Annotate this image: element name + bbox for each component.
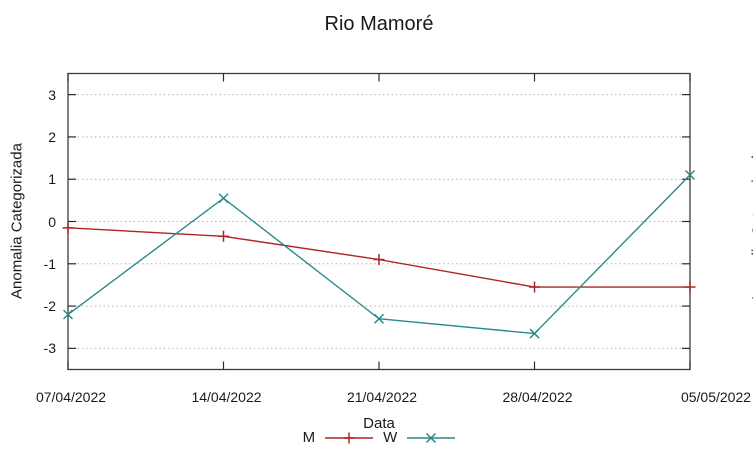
legend: M W — [68, 429, 690, 446]
x-tick-label: 21/04/2022 — [347, 389, 417, 405]
adjacent-chart-y-axis-label-clipped: Anomalia Categorizada — [750, 147, 753, 303]
y-tick-label: -3 — [0, 339, 56, 357]
x-tick-label: 28/04/2022 — [502, 389, 572, 405]
y-tick-label: 3 — [0, 86, 56, 104]
y-axis-label: Anomalia Categorizada — [9, 143, 26, 299]
y-tick-label: -2 — [0, 297, 56, 315]
legend-label-m: M — [303, 429, 316, 446]
x-tick-label: 05/05/2022 — [681, 389, 751, 405]
legend-label-w: W — [383, 429, 397, 446]
legend-line-sample-m — [325, 431, 373, 445]
legend-entry-w: W — [383, 429, 455, 446]
legend-line-sample-w — [407, 431, 455, 445]
x-tick-label: 07/04/2022 — [36, 389, 106, 405]
x-tick-label: 14/04/2022 — [191, 389, 261, 405]
legend-entry-m: M — [303, 429, 374, 446]
